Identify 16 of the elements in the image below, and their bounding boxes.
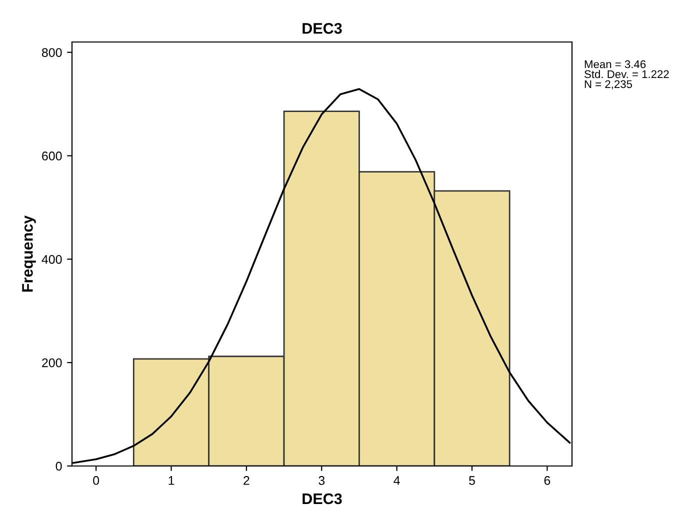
y-tick-label: 600 (42, 152, 62, 160)
y-tick-label: 800 (42, 48, 62, 57)
y-tick-label: 200 (42, 358, 62, 368)
x-tick-label: 3 (318, 476, 325, 485)
y-tick-label: 0 (56, 462, 62, 471)
x-tick-label: 2 (244, 476, 250, 485)
x-tick-label: 0 (93, 476, 100, 485)
x-axis-title: DEC3 (302, 493, 342, 504)
x-tick-label: 1 (168, 476, 174, 485)
y-tick-label: 400 (42, 254, 62, 264)
x-tick-label: 5 (469, 476, 475, 485)
x-tick-label: 4 (394, 476, 400, 485)
chart-title: DEC3 (302, 23, 342, 34)
x-tick-label: 6 (544, 476, 550, 485)
y-axis-title: Frequency (22, 215, 36, 292)
text: Mean = 3.46 Std. Dev. = 1.222 N = 2,235 (584, 60, 669, 90)
